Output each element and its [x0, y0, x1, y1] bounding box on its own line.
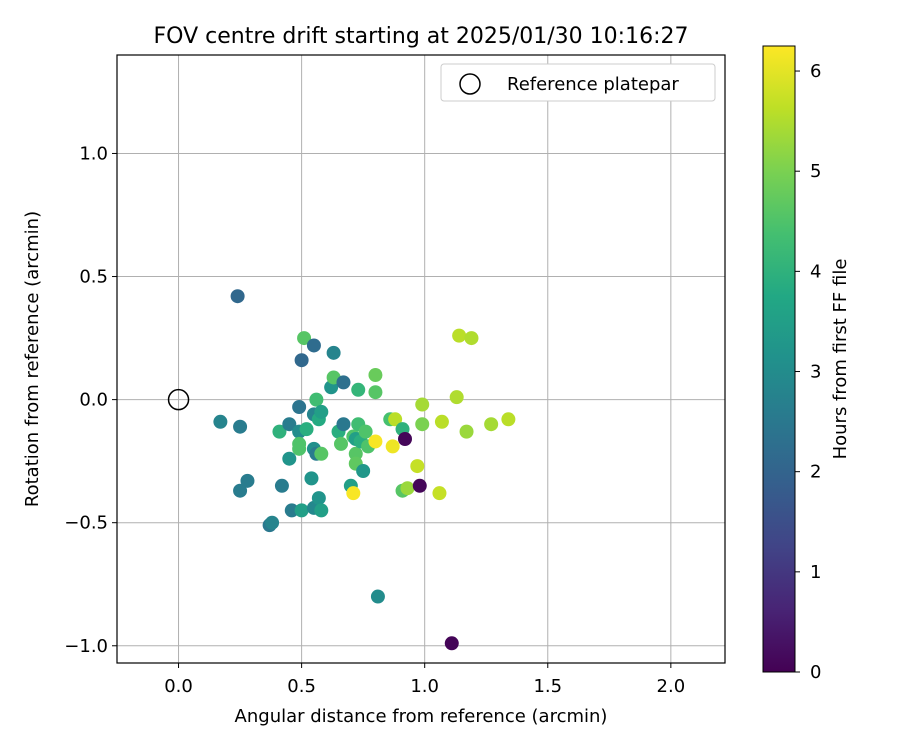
x-tick-label: 0.5: [287, 676, 316, 697]
data-point: [294, 503, 309, 518]
data-point: [410, 459, 425, 474]
data-point: [334, 436, 348, 451]
legend-entry-reference: Reference platepar: [507, 74, 679, 95]
data-point: [282, 417, 297, 432]
data-point: [230, 289, 245, 304]
data-point: [314, 503, 329, 518]
colorbar-label: Hours from first FF file: [830, 259, 851, 460]
legend-box: [440, 63, 716, 102]
y-tick-label: −1.0: [64, 636, 108, 657]
data-point: [449, 390, 464, 405]
y-axis-ticks: −1.0 −0.5 0.0 0.5 1.0: [64, 143, 117, 657]
data-point: [292, 441, 307, 456]
x-axis-label: Angular distance from reference (arcmin): [235, 706, 608, 727]
data-point: [388, 412, 403, 427]
colorbar-tick-label: 3: [810, 362, 821, 383]
data-point: [346, 486, 361, 501]
data-point: [326, 345, 341, 360]
colorbar-tick-label: 2: [810, 462, 821, 483]
data-point: [213, 414, 228, 429]
x-tick-label: 2.0: [657, 676, 686, 697]
data-point: [294, 353, 309, 368]
data-point: [398, 432, 412, 446]
x-tick-label: 0.0: [164, 676, 193, 697]
data-points: [213, 289, 516, 651]
data-point: [233, 419, 248, 434]
colorbar-tick-label: 6: [810, 61, 821, 82]
data-point: [274, 478, 289, 493]
data-point: [400, 481, 415, 496]
data-point: [415, 417, 430, 432]
data-point: [284, 503, 299, 518]
data-point: [464, 331, 479, 346]
data-point: [358, 424, 373, 439]
data-point: [272, 424, 287, 439]
chart-title: FOV centre drift starting at 2025/01/30 …: [154, 24, 689, 49]
legend-marker-icon: [459, 73, 481, 95]
reference-marker-group: [167, 388, 190, 411]
data-point: [368, 368, 383, 382]
plot-area: [117, 55, 725, 663]
colorbar-tick-label: 0: [810, 662, 821, 683]
plot-frame: [116, 54, 726, 664]
data-point: [412, 478, 427, 493]
grid-lines: [117, 55, 725, 663]
y-tick-label: 1.0: [79, 143, 108, 164]
data-point: [265, 515, 280, 530]
colorbar-gradient: [762, 45, 796, 673]
x-axis-ticks: 0.0 0.5 1.0 1.5 2.0: [164, 663, 685, 697]
data-point: [385, 439, 400, 454]
data-point: [432, 486, 447, 501]
data-point: [415, 397, 430, 412]
x-tick-label: 1.5: [533, 676, 562, 697]
data-point: [314, 404, 329, 419]
legend: Reference platepar: [440, 63, 716, 102]
data-point: [304, 471, 319, 486]
data-point: [351, 382, 366, 397]
data-point: [368, 385, 383, 400]
x-tick-label: 1.0: [410, 676, 439, 697]
data-point: [336, 417, 351, 432]
colorbar-tick-label: 1: [810, 562, 821, 583]
data-point: [459, 424, 474, 439]
y-tick-label: 0.0: [79, 390, 108, 411]
colorbar-tick-label: 4: [810, 261, 821, 282]
data-point: [240, 473, 255, 488]
data-point: [452, 328, 467, 343]
reference-platepar-marker: [167, 388, 190, 411]
data-point: [292, 400, 307, 414]
colorbar-tick-label: 5: [810, 161, 821, 182]
y-tick-label: 0.5: [79, 267, 108, 288]
colorbar: 0 1 2 3 4 5 6 Hours from first FF file: [762, 45, 851, 683]
y-tick-label: −0.5: [64, 513, 108, 534]
colorbar-ticks: 0 1 2 3 4 5 6: [795, 61, 821, 683]
data-point: [314, 446, 329, 461]
data-point: [311, 491, 326, 506]
data-point: [484, 417, 499, 432]
data-point: [434, 414, 449, 429]
data-point: [356, 464, 371, 478]
data-point: [501, 412, 516, 427]
data-point: [297, 331, 312, 346]
data-point: [368, 434, 383, 449]
data-point: [348, 446, 363, 461]
data-point: [233, 483, 248, 498]
data-point: [370, 589, 385, 604]
data-point: [336, 375, 351, 390]
data-point: [306, 338, 321, 353]
data-point: [309, 392, 324, 407]
data-point: [444, 636, 459, 651]
data-point: [282, 451, 297, 466]
data-point: [299, 422, 314, 437]
y-axis-label: Rotation from reference (arcmin): [22, 211, 43, 507]
